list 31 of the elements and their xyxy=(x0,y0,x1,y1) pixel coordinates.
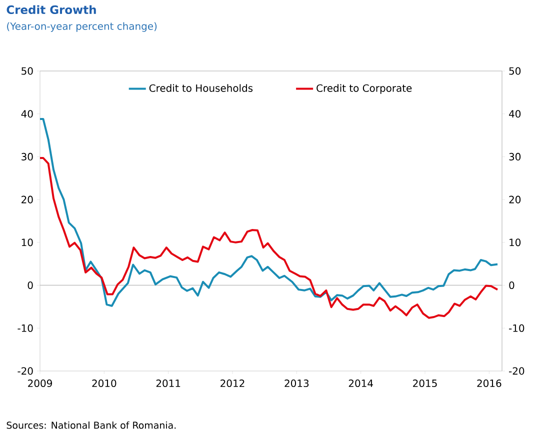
y-tick-label: 50 xyxy=(22,67,33,75)
legend-label: Credit to Households xyxy=(149,84,253,92)
x-tick-label: 2013 xyxy=(284,380,309,388)
source-note: Sources: National Bank of Romania. xyxy=(6,421,176,429)
x-tick-label: 2012 xyxy=(220,380,244,388)
x-tick-label: 2016 xyxy=(477,380,502,388)
y2-tick-label: -20 xyxy=(509,367,524,375)
y-tick-label: 30 xyxy=(22,152,33,160)
y2-tick-label: 10 xyxy=(510,238,521,246)
y2-tick-label: 50 xyxy=(509,67,521,75)
line-series xyxy=(40,156,499,319)
y2-tick-label: 40 xyxy=(509,110,521,118)
x-tick-label: 2015 xyxy=(413,380,437,388)
y-tick-label: 20 xyxy=(22,196,33,204)
y2-tick-label: 20 xyxy=(509,196,521,204)
y-tick-label: 0 xyxy=(28,282,33,290)
x-tick-label: 2009 xyxy=(28,380,52,388)
y2-tick-label: -10 xyxy=(509,324,524,332)
line-series xyxy=(40,118,499,307)
y-tick-label: -10 xyxy=(18,324,33,332)
chart-title: Credit Growth xyxy=(6,5,96,14)
x-tick-label: 2014 xyxy=(348,380,373,388)
y-tick-label: 40 xyxy=(21,110,33,118)
x-tick-label: 2010 xyxy=(92,380,116,388)
legend-label: Credit to Corporate xyxy=(316,84,412,94)
y-tick-label: -20 xyxy=(18,367,33,375)
x-tick-label: 2011 xyxy=(156,380,180,388)
y2-tick-label: 30 xyxy=(509,152,521,160)
y-tick-label: 10 xyxy=(22,238,33,246)
chart-subtitle: (Year-on-year percent change) xyxy=(7,22,157,32)
y2-tick-label: 0 xyxy=(509,282,514,290)
